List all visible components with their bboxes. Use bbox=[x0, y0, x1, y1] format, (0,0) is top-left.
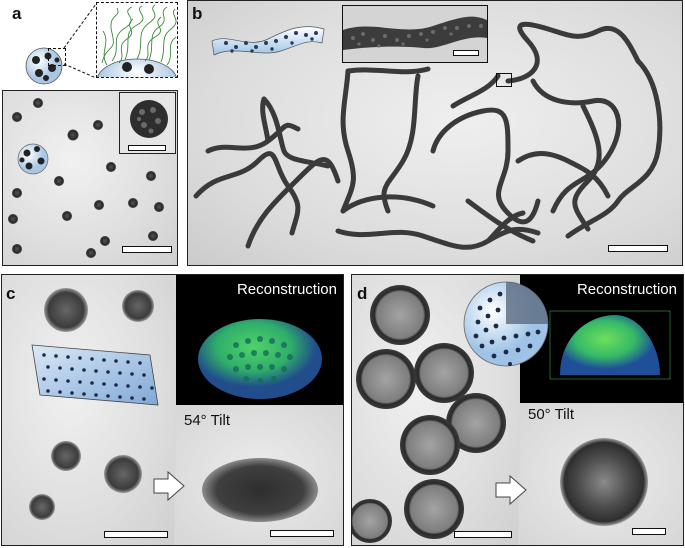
panel-b-scalebar bbox=[608, 245, 668, 252]
panel-a-zoom-model bbox=[96, 2, 178, 78]
panel-d-tilt-image: 50° Tilt bbox=[520, 404, 683, 545]
panel-a-zoom-lines bbox=[63, 3, 97, 79]
panel-a-inset bbox=[119, 92, 176, 154]
panel-a-label: a bbox=[12, 4, 22, 23]
panel-c-tem-image bbox=[2, 275, 174, 545]
panel-d-sphere-model bbox=[463, 281, 549, 367]
panel-a-inset-scalebar bbox=[128, 145, 166, 151]
panel-b-inset-scalebar bbox=[453, 50, 479, 56]
panel-b-cylinder-model bbox=[211, 26, 325, 56]
panel-d-tilt-label: 50° Tilt bbox=[528, 406, 575, 423]
panel-a-sphere-model bbox=[25, 47, 63, 85]
panel-b-tem-image bbox=[187, 0, 683, 266]
panel-d-tilt-scalebar bbox=[632, 528, 666, 535]
panel-c-scalebar bbox=[104, 531, 168, 538]
panel-b-label: b bbox=[192, 4, 203, 23]
panel-c-tilt-scalebar bbox=[270, 530, 334, 537]
panel-c-tilt-image: 54° Tilt bbox=[176, 406, 343, 545]
panel-b-inset bbox=[342, 5, 488, 63]
panel-d-reconstruction: Reconstruction bbox=[520, 275, 683, 403]
panel-a-zoom-selection bbox=[48, 48, 66, 66]
panel-c-tilt-label: 54° Tilt bbox=[184, 412, 231, 429]
panel-b-zoom-marker bbox=[496, 73, 512, 87]
panel-d-scalebar bbox=[454, 531, 512, 538]
panel-d-reconstruction-label: Reconstruction bbox=[576, 281, 677, 298]
panel-c-label: c bbox=[6, 284, 16, 303]
panel-c-reconstruction-label: Reconstruction bbox=[236, 281, 337, 298]
panel-c-arrow-icon bbox=[153, 470, 185, 502]
panel-d-arrow-icon bbox=[495, 474, 527, 506]
panel-d-label: d bbox=[357, 284, 368, 303]
panel-a-scalebar bbox=[122, 246, 172, 253]
panel-c-reconstruction: Reconstruction bbox=[176, 275, 343, 405]
